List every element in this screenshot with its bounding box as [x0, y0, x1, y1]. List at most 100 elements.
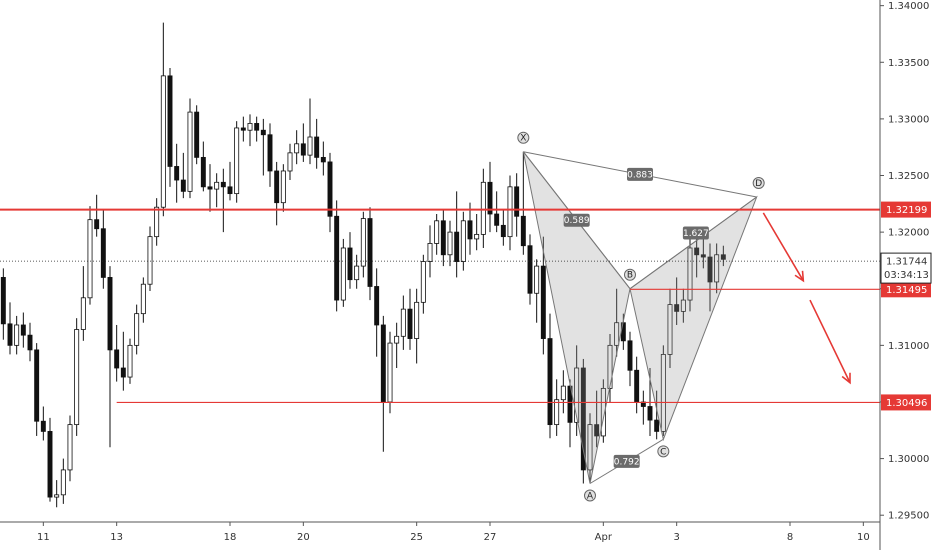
- candle-body-down: [694, 247, 700, 256]
- ratio-label: 0.883: [627, 167, 653, 181]
- candle-body-down: [374, 286, 380, 326]
- candle: [367, 207, 373, 301]
- candle: [120, 331, 126, 391]
- pattern-point-c[interactable]: C: [657, 445, 670, 458]
- candle-body-up: [340, 247, 346, 301]
- pattern-point-a[interactable]: A: [584, 489, 596, 502]
- candle-body-up: [307, 136, 313, 156]
- time-axis[interactable]: 11 13 18 20 25 27 Apr 3 8 10: [0, 521, 880, 543]
- candle: [34, 343, 40, 436]
- candle-body-down: [220, 181, 226, 188]
- time-tick-label: 27: [484, 532, 497, 543]
- candle: [674, 277, 680, 325]
- candle-body-down: [240, 127, 246, 131]
- time-tick-label: 10: [857, 532, 870, 543]
- horizontal-levels[interactable]: [0, 208, 880, 404]
- candle: [387, 331, 393, 414]
- candle: [654, 390, 660, 440]
- candle-body-down: [94, 219, 100, 230]
- candle: [114, 324, 120, 382]
- candle-body-down: [267, 134, 273, 172]
- price-tick-label: 1.31000: [888, 341, 929, 352]
- candle: [320, 141, 326, 176]
- candle: [627, 331, 633, 387]
- candle: [27, 322, 33, 362]
- candle-body-up: [714, 254, 720, 283]
- candle-body-up: [354, 265, 360, 281]
- ratio-label-text: 0.883: [627, 170, 653, 180]
- candle-body-down: [207, 186, 213, 190]
- candle-body-down: [440, 220, 446, 256]
- candle-body-up: [560, 385, 566, 401]
- candle-body-up: [574, 367, 580, 423]
- candle: [487, 161, 493, 233]
- ratio-label-bg: [627, 167, 653, 181]
- candle: [140, 277, 146, 323]
- candle: [507, 175, 513, 251]
- ratio-label-text: 0.792: [614, 457, 640, 467]
- ratio-label-text: 1.627: [683, 229, 709, 239]
- candle: [227, 161, 233, 201]
- candle: [660, 345, 666, 436]
- candle: [720, 245, 726, 267]
- bar-countdown: 03:34:13: [884, 270, 929, 281]
- pattern-point-marker: [584, 489, 596, 502]
- candle: [494, 191, 500, 233]
- candle-body-down: [114, 349, 120, 369]
- time-tick-label: 13: [110, 532, 123, 543]
- candle-body-up: [134, 313, 140, 346]
- candle-body-down: [454, 231, 460, 262]
- price-tick-label: 1.32500: [888, 171, 929, 182]
- candle: [54, 480, 60, 508]
- candle-body-down: [674, 304, 680, 312]
- pattern-point-label: D: [755, 179, 762, 189]
- candle-body-down: [500, 224, 506, 238]
- candle-body-down: [34, 349, 40, 422]
- candle: [534, 259, 540, 323]
- candle-body-up: [140, 283, 146, 315]
- candle-body-up: [614, 322, 620, 346]
- candle: [220, 168, 226, 233]
- candle: [480, 168, 486, 248]
- candle: [160, 22, 166, 217]
- candle: [334, 200, 340, 312]
- candle-body-down: [27, 334, 33, 351]
- candle: [440, 209, 446, 267]
- candle-body-up: [87, 219, 93, 299]
- last-price-value: 1.31744: [886, 257, 927, 268]
- candle: [580, 358, 586, 484]
- candle-body-down: [347, 247, 353, 281]
- candle-body-up: [60, 469, 66, 496]
- harmonic-pattern[interactable]: 0.589 0.792 1.627 0.883 X A B C D: [517, 131, 765, 502]
- candle-body-up: [147, 236, 153, 285]
- pattern-point-d[interactable]: D: [752, 177, 765, 190]
- candle: [700, 236, 706, 269]
- pattern-point-x[interactable]: X: [517, 131, 530, 144]
- candle-body-up: [214, 181, 220, 190]
- candle: [360, 211, 366, 278]
- candle: [447, 220, 453, 267]
- candle: [374, 268, 380, 357]
- projection-arrow-head: [841, 372, 851, 385]
- candle-body-up: [534, 265, 540, 294]
- candle: [600, 379, 606, 443]
- candle: [167, 67, 173, 187]
- candle-body-up: [187, 111, 193, 192]
- candle-body-down: [174, 166, 180, 181]
- candle-body-up: [234, 127, 240, 195]
- time-tick-label: 18: [224, 532, 237, 543]
- pattern-point-b[interactable]: B: [624, 268, 636, 281]
- candle-body-up: [507, 186, 513, 238]
- candle: [67, 415, 73, 482]
- level-price-tag-bg: [881, 394, 931, 411]
- level-price-tag-text: 1.30496: [886, 398, 927, 409]
- candle-body-up: [287, 152, 293, 172]
- level-price-tag-text: 1.31495: [886, 285, 927, 296]
- ratio-label: 1.627: [682, 226, 709, 240]
- candle-body-down: [7, 323, 13, 346]
- price-axis[interactable]: 1.340001.335001.330001.325001.320001.315…: [879, 0, 932, 550]
- candle: [594, 390, 600, 448]
- candle-body-down: [580, 367, 586, 471]
- pattern-point-label: B: [627, 271, 633, 281]
